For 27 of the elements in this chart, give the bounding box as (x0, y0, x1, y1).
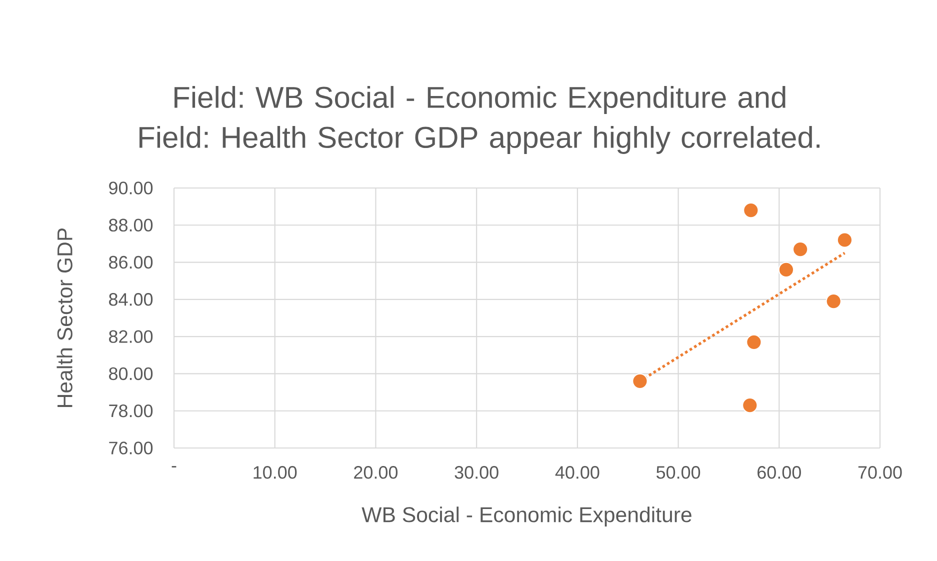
x-tick-label: 20.00 (354, 466, 398, 479)
y-axis-title: Health Sector GDP (56, 228, 72, 407)
y-tick-label: 88.00 (109, 218, 153, 232)
point (743, 202, 759, 218)
point (778, 262, 794, 278)
y-tick-label: 78.00 (109, 404, 153, 418)
y-tick-label: 84.00 (109, 293, 153, 306)
point (826, 293, 842, 310)
point (746, 334, 762, 350)
chart-title: Field: WB Social - Economic Expenditure and Field: Health Sector GDP appear highly correlated. (140, 86, 820, 154)
y-tick-label: 76.00 (109, 442, 153, 454)
x-tick-label: 70.00 (858, 466, 902, 479)
x-tick-label: 60.00 (758, 466, 801, 479)
x-tick-label: - (172, 466, 176, 468)
x-tick-label: 40.00 (555, 466, 600, 479)
x-tick-label: 10.00 (254, 466, 297, 479)
x-tick-label: 30.00 (454, 466, 498, 479)
point (836, 232, 853, 248)
point (742, 397, 758, 414)
y-tick-label: 80.00 (109, 367, 153, 380)
y-tick-label: 90.00 (109, 182, 153, 194)
x-tick-label: 50.00 (656, 466, 700, 479)
point (632, 373, 648, 390)
point (792, 241, 808, 258)
x-axis-title: WB Social - Economic Expenditure (362, 506, 692, 526)
y-tick-label: 86.00 (109, 256, 153, 269)
y-tick-label: 82.00 (109, 330, 153, 343)
